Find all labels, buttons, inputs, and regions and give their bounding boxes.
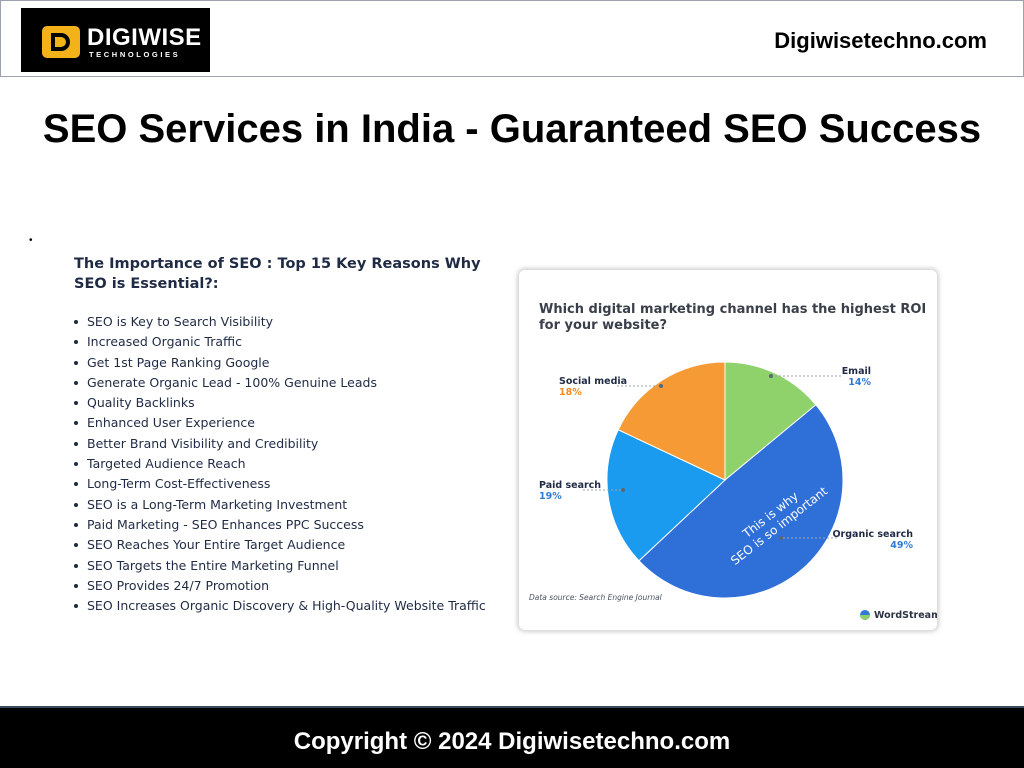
page-title: SEO Services in India - Guaranteed SEO S… [42, 107, 982, 151]
pie-slice-social-media [617, 361, 726, 481]
leader-dot [769, 374, 773, 378]
pie-slice-organic-search [638, 404, 844, 599]
slice-label: Email [842, 366, 871, 377]
roi-chart-card: Which digital marketing channel has the … [519, 270, 937, 630]
leader-dot [621, 488, 625, 492]
slice-label: Organic search [832, 529, 913, 540]
reason-item: Paid Marketing - SEO Enhances PPC Succes… [74, 517, 494, 532]
wordstream-logo-icon-half [860, 615, 870, 620]
reason-item: SEO Targets the Entire Marketing Funnel [74, 558, 494, 573]
logo-subtext: TECHNOLOGIES [89, 50, 181, 59]
chart-brand: WordStream [874, 610, 937, 621]
reason-item: Targeted Audience Reach [74, 456, 494, 471]
pie-slice-email [724, 361, 817, 482]
logo-text: DIGIWISE [87, 24, 202, 51]
copyright-text: Copyright © 2024 Digiwisetechno.com [293, 728, 731, 755]
reason-item: Quality Backlinks [74, 395, 494, 410]
reason-item: SEO Provides 24/7 Promotion [74, 578, 494, 593]
reasons-heading: The Importance of SEO : Top 15 Key Reaso… [74, 256, 481, 292]
reason-item: SEO is Key to Search Visibility [74, 314, 494, 329]
slice-value-label: 19% [539, 491, 562, 502]
site-url[interactable]: Digiwisetechno.com [774, 28, 987, 53]
reason-item: Enhanced User Experience [74, 415, 494, 430]
chart-title-line-2: for your website? [539, 318, 667, 333]
slice-value-label: 18% [559, 387, 582, 398]
reason-item: SEO Reaches Your Entire Target Audience [74, 537, 494, 552]
roi-pie-chart: Which digital marketing channel has the … [529, 302, 937, 621]
reason-item: SEO is a Long-Term Marketing Investment [74, 497, 494, 512]
slice-label: Paid search [539, 480, 601, 491]
bullet-dot: • [29, 235, 33, 246]
reasons-list: SEO is Key to Search Visibility Increased… [74, 314, 494, 618]
slice-label: Social media [559, 376, 627, 387]
reason-item: Increased Organic Traffic [74, 334, 494, 349]
chart-title: Which digital marketing channel has the … [539, 302, 926, 317]
footer: Copyright © 2024 Digiwisetechno.com [0, 706, 1024, 768]
reason-item: SEO Increases Organic Discovery & High-Q… [74, 598, 494, 613]
slice-value-label: 14% [848, 377, 871, 388]
reason-item: Long-Term Cost-Effectiveness [74, 476, 494, 491]
logo[interactable]: DIGIWISE TECHNOLOGIES [21, 8, 210, 72]
reason-item: Better Brand Visibility and Credibility [74, 436, 494, 451]
chart-source: Data source: Search Engine Journal [529, 593, 663, 602]
header: DIGIWISE TECHNOLOGIES Digiwisetechno.com [0, 0, 1024, 77]
reason-item: Generate Organic Lead - 100% Genuine Lea… [74, 375, 494, 390]
logo-mark-icon [42, 26, 80, 58]
reason-item: Get 1st Page Ranking Google [74, 355, 494, 370]
leader-dot [659, 384, 663, 388]
pie-slice-paid-search [606, 429, 726, 562]
leader-dot [779, 536, 783, 540]
slice-value-label: 49% [890, 540, 913, 551]
